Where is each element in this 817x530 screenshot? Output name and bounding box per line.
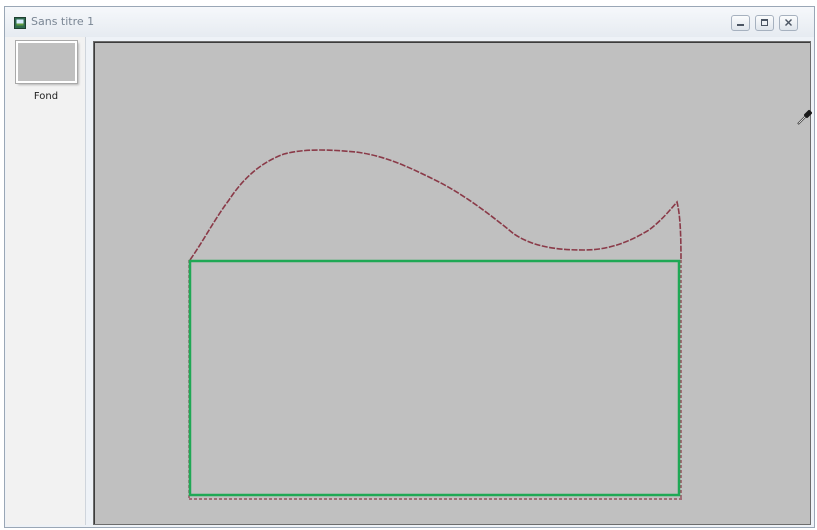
minimize-button[interactable]	[731, 15, 750, 31]
minimize-icon	[737, 24, 744, 26]
layer-name: Fond	[33, 91, 59, 102]
title-bar[interactable]: Sans titre 1	[5, 7, 814, 37]
green-rectangle[interactable]	[188, 259, 681, 497]
maximize-icon	[761, 19, 768, 26]
document-app-icon	[14, 17, 26, 29]
layer-thumbnail[interactable]	[15, 40, 78, 84]
window-title: Sans titre 1	[31, 15, 95, 28]
eyedropper-icon	[797, 110, 812, 125]
close-icon	[785, 19, 792, 26]
drawing-canvas[interactable]	[93, 41, 811, 525]
close-button[interactable]	[779, 15, 798, 31]
document-window: Sans titre 1 Fond	[4, 6, 815, 528]
maximize-button[interactable]	[755, 15, 774, 31]
drawn-curve	[189, 149, 682, 261]
layers-panel: Fond	[6, 37, 86, 525]
